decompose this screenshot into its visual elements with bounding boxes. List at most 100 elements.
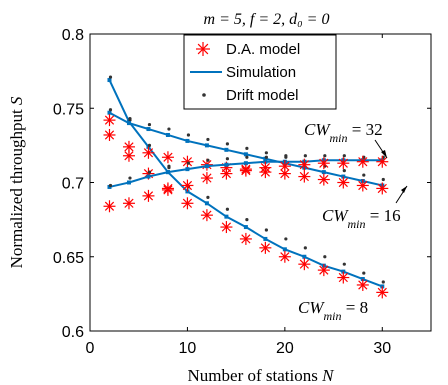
- x-tick-label: 0: [86, 340, 95, 357]
- da-star-stroke: [143, 191, 154, 201]
- simulation-marker: [224, 147, 229, 152]
- da-star-stroke: [377, 287, 387, 298]
- da-star-stroke: [338, 272, 348, 283]
- da-star-stroke: [163, 152, 173, 162]
- simulation-marker: [107, 110, 112, 115]
- da-point: [103, 200, 116, 213]
- da-star-stroke: [197, 43, 209, 55]
- drift-point: [342, 154, 346, 158]
- da-star-stroke: [299, 171, 309, 182]
- da-star-stroke: [358, 280, 368, 290]
- simulation-marker: [243, 161, 248, 166]
- simulation-marker: [185, 167, 190, 172]
- da-star-stroke: [104, 130, 115, 140]
- da-point: [181, 197, 194, 210]
- x-tick-label: 20: [276, 340, 294, 357]
- drift-point: [167, 166, 171, 170]
- da-point: [220, 167, 233, 180]
- drift-point: [264, 155, 268, 159]
- simulation-marker: [165, 170, 170, 175]
- simulation-marker: [146, 174, 151, 179]
- da-star-stroke: [299, 259, 309, 269]
- da-point: [103, 128, 116, 141]
- drift-point: [206, 195, 210, 199]
- da-star-stroke: [338, 158, 348, 168]
- legend-drift-marker: [202, 93, 206, 97]
- y-tick-label: 0.8: [62, 27, 84, 44]
- da-star-stroke: [143, 148, 154, 158]
- drift-point: [303, 154, 307, 158]
- x-tick-label: 10: [179, 340, 197, 357]
- da-point: [278, 250, 291, 263]
- simulation-marker: [146, 127, 151, 132]
- drift-point: [128, 117, 132, 121]
- drift-point: [225, 157, 229, 161]
- simulation-marker: [204, 201, 209, 206]
- da-star-stroke: [338, 177, 348, 188]
- da-point: [161, 151, 174, 164]
- drift-point: [128, 176, 132, 180]
- simulation-marker: [107, 184, 112, 189]
- simulation-marker: [165, 132, 170, 137]
- da-star-stroke: [124, 198, 134, 208]
- da-point: [181, 179, 194, 192]
- da-star-stroke: [358, 157, 368, 167]
- simulation-marker: [204, 164, 209, 169]
- da-point: [259, 241, 272, 254]
- da-point: [298, 170, 311, 183]
- drift-point: [362, 271, 366, 275]
- legend-da-marker: [196, 42, 210, 56]
- simulation-marker: [243, 152, 248, 157]
- simulation-line: [108, 79, 383, 288]
- simulation-marker: [321, 170, 326, 175]
- drift-point: [206, 137, 210, 142]
- da-star-stroke: [260, 243, 270, 253]
- annotation-cwmin-16: CWmin = 16: [322, 206, 401, 231]
- chart-title: m = 5, f = 2, d₀ = 0: [204, 11, 330, 28]
- da-star-stroke: [280, 161, 290, 171]
- da-star-stroke: [358, 180, 368, 191]
- legend-da-label: D.A. model: [226, 41, 300, 58]
- da-star-stroke: [124, 142, 134, 152]
- drift-point: [245, 218, 249, 222]
- da-star-stroke: [202, 210, 212, 220]
- da-point: [142, 146, 155, 159]
- da-star-stroke: [163, 185, 173, 195]
- da-star-stroke: [124, 151, 134, 161]
- da-point: [317, 173, 330, 186]
- da-star-stroke: [260, 163, 270, 173]
- drift-point: [342, 262, 346, 266]
- da-point: [239, 232, 252, 245]
- simulation-marker: [185, 138, 190, 143]
- da-point: [122, 140, 135, 153]
- drift-point: [381, 177, 385, 182]
- annotation-cwmin-32: CWmin = 32: [304, 120, 383, 145]
- da-star-stroke: [319, 265, 329, 275]
- da-point: [259, 161, 272, 174]
- drift-point: [264, 228, 268, 232]
- simulation-marker: [282, 247, 287, 252]
- drift-point: [381, 280, 385, 284]
- da-point: [337, 157, 350, 170]
- drift-point: [186, 133, 191, 137]
- drift-point: [264, 151, 268, 155]
- da-point: [298, 158, 311, 171]
- da-star-stroke: [182, 157, 193, 167]
- drift-point: [245, 146, 249, 150]
- simulation-marker: [224, 162, 229, 167]
- da-point: [220, 221, 233, 234]
- drift-point: [206, 158, 210, 162]
- annotation-cwmin-8: CWmin = 8: [298, 298, 368, 323]
- da-star-stroke: [221, 222, 232, 232]
- da-star-stroke: [104, 115, 115, 125]
- drift-point: [147, 143, 152, 147]
- simulation-marker: [263, 236, 268, 241]
- x-tick-label: 30: [373, 340, 391, 357]
- da-point: [337, 176, 350, 189]
- drift-point: [323, 255, 327, 259]
- da-point: [142, 189, 155, 202]
- drift-point: [147, 170, 152, 174]
- y-tick-label: 0.6: [62, 324, 84, 341]
- drift-point: [108, 108, 113, 112]
